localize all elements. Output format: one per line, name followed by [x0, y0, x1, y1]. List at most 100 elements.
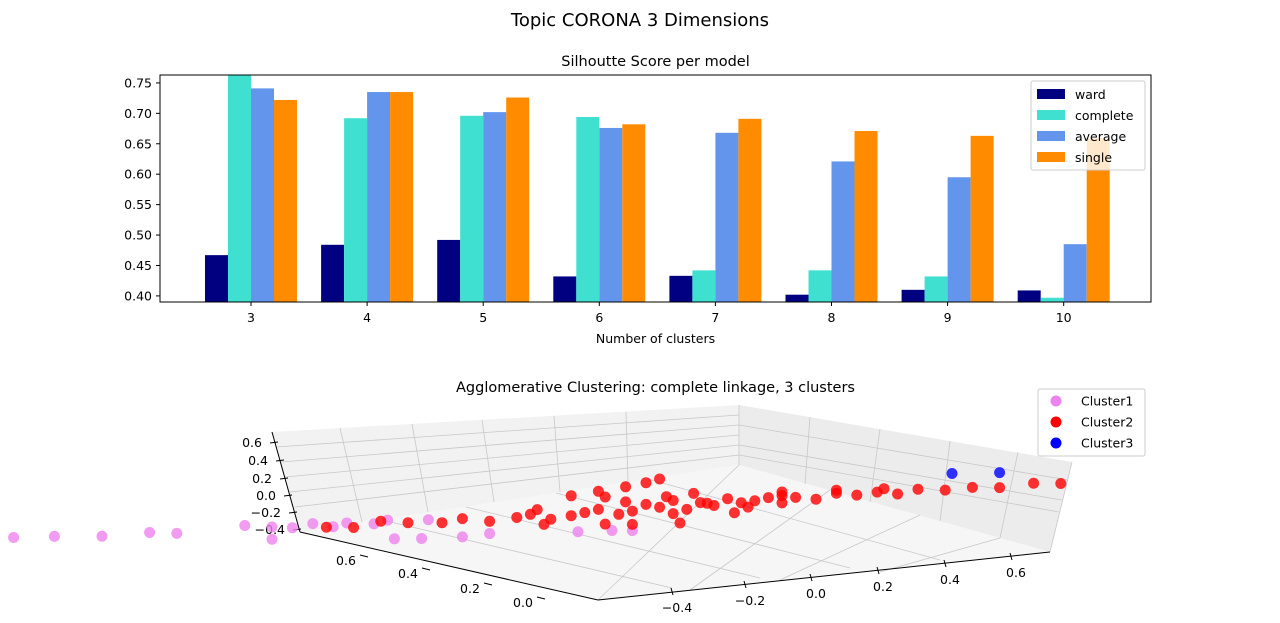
point-cluster1	[96, 530, 108, 542]
x-tick-label: −0.2	[735, 593, 765, 608]
point-cluster2	[320, 521, 332, 533]
grid-line	[879, 537, 1001, 573]
grid-line	[555, 492, 851, 569]
grid-line	[738, 454, 1060, 513]
point-cluster2	[994, 482, 1006, 494]
point-cluster2	[1055, 478, 1067, 489]
point-cluster2	[790, 491, 802, 503]
bar-average-9	[947, 177, 971, 302]
bar-chart-frame	[159, 74, 1152, 303]
grid-line	[689, 489, 831, 591]
legend-marker-cluster1	[1050, 395, 1062, 407]
bar-single-9	[970, 135, 994, 302]
z-tick-label: 0.0	[256, 488, 276, 503]
point-cluster1	[8, 532, 20, 543]
legend-label-average: average	[1075, 129, 1126, 144]
bar-complete-4	[344, 118, 368, 303]
legend-marker-cluster3	[1050, 437, 1062, 449]
point-cluster2	[348, 522, 360, 533]
z-tick-label: 0.2	[252, 471, 272, 486]
x-tick-label: 6	[595, 310, 603, 325]
z-tick-mark	[288, 511, 298, 514]
point-cluster2	[681, 503, 693, 515]
point-cluster2	[592, 503, 604, 515]
x-tick-label: 8	[828, 310, 836, 325]
point-cluster1	[388, 533, 400, 545]
axis-edge	[299, 531, 599, 601]
point-cluster2	[375, 515, 387, 527]
bar-average-3	[251, 88, 274, 303]
z-tick-mark	[283, 494, 293, 497]
legend-box	[1030, 80, 1146, 171]
bar-average-8	[831, 161, 855, 302]
legend-label-complete: complete	[1075, 108, 1134, 123]
y-tick-mark	[421, 567, 431, 571]
bar-average-10	[1063, 244, 1087, 302]
grid-line	[294, 454, 740, 508]
point-cluster2	[810, 493, 822, 505]
bar-single-7	[738, 118, 762, 303]
y-tick-label: 0.50	[124, 228, 152, 243]
point-cluster2	[1028, 477, 1040, 489]
point-cluster1	[266, 533, 278, 545]
scatter-back-pane	[272, 405, 739, 532]
grid-line	[869, 428, 881, 503]
point-cluster2	[654, 473, 666, 485]
point-cluster2	[762, 492, 774, 504]
point-cluster2	[830, 484, 842, 496]
grid-line	[284, 434, 740, 478]
bar-chart-legend: ward complete average single	[1030, 80, 1146, 171]
point-cluster2	[402, 517, 414, 529]
point-cluster1	[266, 521, 278, 533]
point-cluster1	[484, 528, 496, 540]
x-tick-label: 0.0	[806, 586, 826, 601]
x-tick-label: 0.2	[873, 579, 893, 594]
grid-line	[625, 411, 629, 483]
x-tick-mark	[743, 580, 747, 589]
z-tick-mark	[269, 441, 279, 444]
legend-label-cluster3: Cluster3	[1081, 436, 1133, 451]
point-cluster2	[484, 515, 496, 527]
point-cluster2	[912, 483, 924, 495]
grid-line	[738, 444, 1063, 501]
point-cluster1	[416, 533, 428, 544]
y-tick-label: 0.2	[460, 581, 480, 596]
bar-single-4	[390, 92, 414, 302]
bar-single-10	[1086, 138, 1110, 302]
point-cluster2	[613, 508, 625, 520]
scatter-legend-box	[1037, 388, 1146, 457]
bar-complete-8	[808, 270, 832, 302]
legend-label-single: single	[1075, 150, 1112, 165]
grid-line	[275, 414, 740, 448]
point-cluster1	[422, 514, 434, 526]
bar-complete-5	[460, 115, 484, 302]
legend-label-cluster2: Cluster2	[1081, 415, 1133, 430]
point-cluster1	[307, 518, 319, 530]
y-tick-mark	[359, 554, 369, 558]
point-cluster2	[742, 501, 754, 513]
x-tick-mark	[670, 587, 674, 596]
point-cluster2	[620, 496, 632, 508]
x-tick-label: 0.4	[940, 572, 960, 587]
x-tick-mark	[943, 559, 947, 568]
bar-average-6	[599, 127, 623, 302]
z-tick-label: −0.2	[251, 505, 281, 520]
y-tick-label: 0.75	[124, 75, 152, 90]
grid-line	[779, 514, 921, 581]
legend-label-ward: ward	[1075, 87, 1106, 102]
point-cluster2	[626, 505, 638, 517]
grid-line	[339, 427, 363, 523]
bar-single-8	[854, 130, 878, 302]
scatter-3d-panes	[272, 405, 1072, 600]
bar-complete-10	[1040, 297, 1064, 302]
point-cluster1	[239, 520, 251, 531]
point-cluster2	[579, 507, 591, 519]
scatter-floor-pane	[300, 465, 1050, 600]
point-cluster3	[946, 468, 958, 479]
bar-ward-5	[437, 239, 461, 302]
figure-suptitle: Topic CORONA 3 Dimensions	[510, 10, 769, 31]
bar-complete-9	[924, 276, 948, 302]
bar-single-6	[622, 124, 646, 302]
point-cluster1	[286, 522, 298, 534]
point-cluster2	[701, 497, 713, 509]
